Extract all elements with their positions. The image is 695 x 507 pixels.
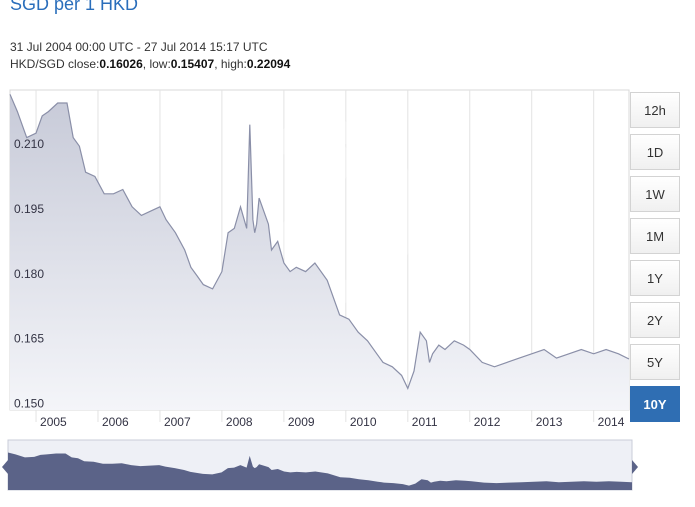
x-tick-label: 2014 bbox=[598, 415, 625, 429]
low-value: 0.15407 bbox=[170, 57, 215, 71]
price-area bbox=[10, 94, 629, 411]
x-tick-label: 2005 bbox=[40, 415, 67, 429]
price-line bbox=[9, 94, 630, 390]
x-tick-label: 2011 bbox=[412, 415, 438, 429]
y-tick-label: 0.150 bbox=[14, 397, 44, 411]
x-tick-label: 2012 bbox=[474, 415, 501, 429]
chart-title: SGD per 1 HKD bbox=[10, 0, 139, 14]
x-tick-label: 2013 bbox=[536, 415, 563, 429]
y-tick-label: 0.165 bbox=[14, 332, 44, 346]
close-label: close: bbox=[68, 57, 100, 71]
y-axis: 0.150 0.165 0.180 0.195 0.210 bbox=[14, 137, 44, 410]
x-tick-label: 2006 bbox=[102, 415, 129, 429]
range-button-1d[interactable]: 1D bbox=[630, 134, 680, 170]
date-range: 31 Jul 2004 00:00 UTC - 27 Jul 2014 15:1… bbox=[10, 40, 268, 54]
range-button-12h[interactable]: 12h bbox=[630, 92, 680, 128]
y-tick-label: 0.195 bbox=[14, 202, 44, 216]
navigator-handle-left-icon[interactable] bbox=[2, 460, 8, 474]
pair-label: HKD/SGD bbox=[10, 57, 65, 71]
range-selector: 12h 1D 1W 1M 1Y 2Y 5Y 10Y bbox=[630, 92, 680, 428]
range-button-10y[interactable]: 10Y bbox=[630, 386, 680, 422]
range-button-1w[interactable]: 1W bbox=[630, 176, 680, 212]
x-tick-label: 2009 bbox=[288, 415, 315, 429]
price-stats: HKD/SGD close:0.16026, low:0.15407, high… bbox=[10, 57, 291, 71]
x-tick-label: 2010 bbox=[350, 415, 377, 429]
y-tick-label: 0.210 bbox=[14, 137, 44, 151]
x-tick-label: 2008 bbox=[226, 415, 253, 429]
navigator[interactable] bbox=[0, 438, 640, 494]
x-tick-label: 2007 bbox=[164, 415, 191, 429]
y-tick-label: 0.180 bbox=[14, 267, 44, 281]
range-button-5y[interactable]: 5Y bbox=[630, 344, 680, 380]
close-value: 0.16026 bbox=[99, 57, 143, 71]
high-value: 0.22094 bbox=[246, 57, 291, 71]
high-label: high: bbox=[220, 57, 247, 71]
x-axis: 2005 2006 2007 2008 2009 2010 2011 2012 2013 2014 bbox=[40, 415, 625, 429]
navigator-area bbox=[8, 452, 632, 490]
low-label: low: bbox=[149, 57, 171, 71]
range-button-1m[interactable]: 1M bbox=[630, 218, 680, 254]
range-button-2y[interactable]: 2Y bbox=[630, 302, 680, 338]
range-button-1y[interactable]: 1Y bbox=[630, 260, 680, 296]
navigator-handle-right-icon[interactable] bbox=[632, 460, 638, 474]
